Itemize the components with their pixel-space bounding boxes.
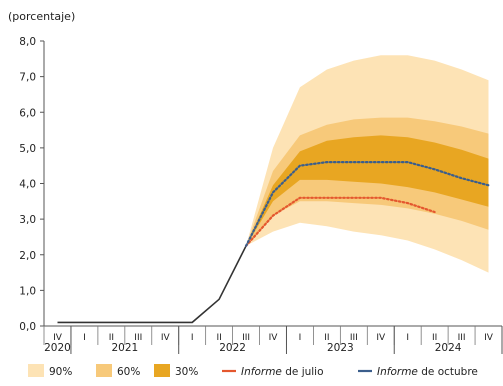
y-tick-label: 3,0 bbox=[19, 214, 36, 226]
quarter-label: III bbox=[350, 333, 358, 343]
series-lines bbox=[57, 161, 490, 324]
legend-label: Informe de octubre bbox=[377, 366, 478, 378]
quarter-label: III bbox=[134, 333, 142, 343]
year-label: 2023 bbox=[327, 342, 354, 354]
y-tick-label: 0,0 bbox=[19, 321, 36, 333]
quarter-label: II bbox=[216, 333, 221, 343]
quarter-label: III bbox=[458, 333, 466, 343]
quarter-label: IV bbox=[53, 333, 63, 343]
quarter-label: IV bbox=[161, 333, 171, 343]
y-tick-label: 7,0 bbox=[19, 72, 36, 84]
legend-label: 60% bbox=[117, 366, 140, 378]
history-line bbox=[57, 245, 247, 324]
y-tick-label: 1,0 bbox=[19, 285, 36, 297]
quarter-label: I bbox=[83, 333, 86, 343]
series-line-1 bbox=[245, 196, 436, 247]
year-label: 2020 bbox=[44, 342, 71, 354]
quarter-label: I bbox=[191, 333, 194, 343]
y-tick-label: 5,0 bbox=[19, 143, 36, 155]
y-tick-label: 6,0 bbox=[19, 107, 36, 119]
y-tick-label: 2,0 bbox=[19, 250, 36, 262]
quarter-label: IV bbox=[484, 333, 494, 343]
legend-swatch bbox=[28, 364, 44, 377]
quarter-label: III bbox=[242, 333, 250, 343]
legend-label: Informe de julio bbox=[241, 366, 324, 378]
quarter-label: II bbox=[109, 333, 114, 343]
year-label: 2022 bbox=[219, 342, 246, 354]
series-line-2 bbox=[245, 161, 490, 247]
year-label: 2021 bbox=[111, 342, 138, 354]
legend-label: 90% bbox=[49, 366, 72, 378]
y-tick-label: 8,0 bbox=[19, 36, 36, 48]
quarter-label: I bbox=[406, 333, 409, 343]
fan-bands bbox=[246, 55, 489, 273]
axes: 0,01,02,03,04,05,06,07,08,0IV I II III IV I II… bbox=[19, 36, 503, 354]
y-axis-title: (porcentaje) bbox=[8, 10, 75, 23]
legend-label: 30% bbox=[175, 366, 198, 378]
quarter-label: II bbox=[324, 333, 329, 343]
year-label: 2024 bbox=[435, 342, 462, 354]
y-tick-label: 4,0 bbox=[19, 179, 36, 191]
quarter-label: IV bbox=[376, 333, 386, 343]
band-30pct bbox=[246, 135, 489, 246]
legend-swatch bbox=[96, 364, 112, 377]
quarter-label: II bbox=[432, 333, 437, 343]
legend-swatch bbox=[154, 364, 170, 377]
quarter-label: IV bbox=[269, 333, 279, 343]
legend: 90% 60% 30% Informe de julio Informe de octu… bbox=[28, 364, 478, 378]
quarter-label: I bbox=[299, 333, 302, 343]
